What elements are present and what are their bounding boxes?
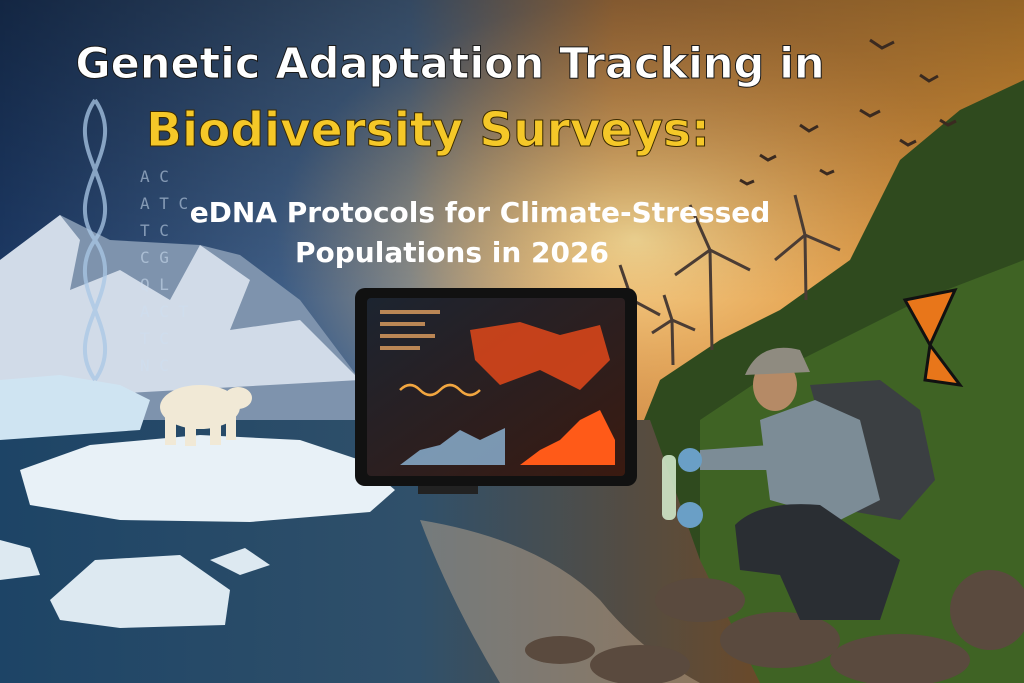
- glacier: [0, 375, 150, 440]
- ice-floe: [20, 435, 395, 522]
- researcher: [662, 347, 935, 620]
- rocks: [525, 570, 1024, 683]
- dna-letters: A C A T C T C C G Q L A C T T C N C: [140, 167, 189, 375]
- ice-chunk: [50, 555, 230, 628]
- dna-letter-row: A T C: [140, 194, 188, 213]
- trousers: [735, 504, 900, 620]
- world-map: [470, 322, 610, 390]
- ice-chunk: [0, 540, 40, 580]
- subtitle-line2: Populations in 2026: [295, 236, 609, 269]
- polar-bear: [160, 385, 252, 446]
- glove: [678, 448, 702, 472]
- dna-letter-row: A C: [140, 167, 169, 186]
- dna-letter-row: A C T: [140, 302, 189, 321]
- subtitle-line1: eDNA Protocols for Climate-Stressed: [190, 196, 771, 229]
- tablet: [355, 288, 637, 494]
- snow: [0, 215, 360, 400]
- dna-helix: [82, 98, 108, 382]
- sample-tube: [662, 455, 676, 520]
- dna-letter-row: T C: [140, 329, 169, 348]
- dna-letter-row: C G: [140, 248, 169, 267]
- title-line2: Biodiversity Surveys:: [146, 103, 710, 158]
- screen-wave: [399, 383, 481, 397]
- dna-letter-row: T C: [140, 221, 169, 240]
- glove: [677, 502, 703, 528]
- screen-lines: [380, 310, 440, 350]
- butterfly: [902, 287, 964, 387]
- ice-chunk: [210, 548, 270, 575]
- birds: [739, 38, 957, 186]
- cap: [745, 347, 810, 375]
- dna-letter-row: N C: [140, 356, 169, 375]
- title-line1: Genetic Adaptation Tracking in: [75, 39, 824, 89]
- screen-bars: [520, 410, 615, 465]
- arm: [700, 445, 770, 470]
- sun-reflection: [420, 520, 700, 683]
- dna-letter-row: Q L: [140, 275, 169, 294]
- screen-area: [400, 428, 505, 465]
- tablet-stand: [418, 486, 478, 494]
- shirt: [760, 400, 880, 520]
